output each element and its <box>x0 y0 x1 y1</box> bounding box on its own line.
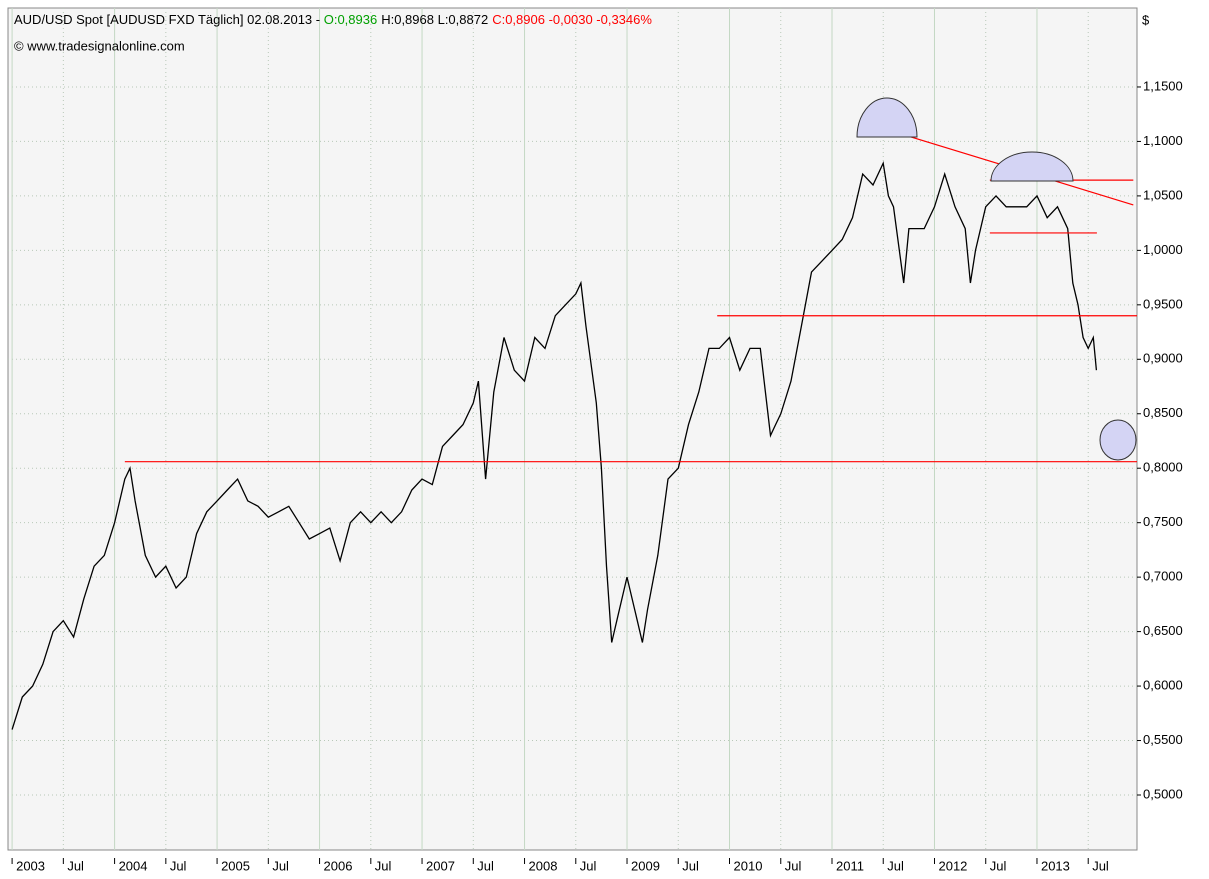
y-tick-label: 0,9500 <box>1143 296 1183 311</box>
y-tick-label: 1,0000 <box>1143 242 1183 257</box>
y-tick-label: 0,7500 <box>1143 514 1183 529</box>
x-tick-label: 2009 <box>631 858 660 873</box>
header: AUD/USD Spot [AUDUSD FXD Täglich] 02.08.… <box>14 12 652 27</box>
quote-open: O:0,8936 <box>324 12 378 27</box>
x-tick-label: Jul <box>67 858 84 873</box>
y-tick-label: 1,1000 <box>1143 133 1183 148</box>
y-tick-label: 1,1500 <box>1143 78 1183 93</box>
x-tick-label: Jul <box>990 858 1007 873</box>
x-tick-label: 2006 <box>324 858 353 873</box>
x-tick-label: Jul <box>785 858 802 873</box>
y-tick-label: 0,5500 <box>1143 732 1183 747</box>
x-tick-label: 2013 <box>1041 858 1070 873</box>
y-tick-label: 0,7000 <box>1143 569 1183 584</box>
x-tick-label: 2011 <box>836 858 864 873</box>
grid <box>8 8 1137 850</box>
x-tick-label: 2007 <box>426 858 455 873</box>
x-tick-label: Jul <box>477 858 494 873</box>
x-tick-label: 2004 <box>119 858 148 873</box>
shape-annotation <box>1099 419 1137 461</box>
quote-high-low: H:0,8968 L:0,8872 <box>381 12 488 27</box>
x-tick-label: 2003 <box>16 858 45 873</box>
quote-close: C:0,8906 -0,0030 -0,3346% <box>492 12 652 27</box>
x-tick-label: 2008 <box>529 858 558 873</box>
x-tick-label: 2010 <box>734 858 763 873</box>
shape-annotation <box>856 97 918 138</box>
x-tick-label: Jul <box>887 858 904 873</box>
price-line <box>11 161 1098 730</box>
x-tick-label: Jul <box>1092 858 1109 873</box>
y-tick-label: 0,9000 <box>1143 351 1183 366</box>
x-tick-label: Jul <box>580 858 597 873</box>
x-tick-label: Jul <box>375 858 392 873</box>
plot-area <box>7 7 1138 851</box>
y-tick-label: 0,6500 <box>1143 623 1183 638</box>
x-tick-label: Jul <box>272 858 289 873</box>
y-tick-label: 0,6000 <box>1143 678 1183 693</box>
x-tick-label: Jul <box>170 858 187 873</box>
x-tick-label: Jul <box>682 858 699 873</box>
x-tick-label: 2005 <box>221 858 250 873</box>
y-unit: $ <box>1142 12 1150 27</box>
y-tick-label: 0,8500 <box>1143 405 1183 420</box>
y-tick-label: 1,0500 <box>1143 187 1183 202</box>
y-tick-label: 0,5000 <box>1143 786 1183 801</box>
subtitle: © www.tradesignalonline.com <box>14 38 185 53</box>
shape-annotation <box>990 151 1074 182</box>
chart-title: AUD/USD Spot [AUDUSD FXD Täglich] 02.08.… <box>14 12 324 27</box>
x-tick-label: 2012 <box>938 858 967 873</box>
y-tick-label: 0,8000 <box>1143 460 1183 475</box>
